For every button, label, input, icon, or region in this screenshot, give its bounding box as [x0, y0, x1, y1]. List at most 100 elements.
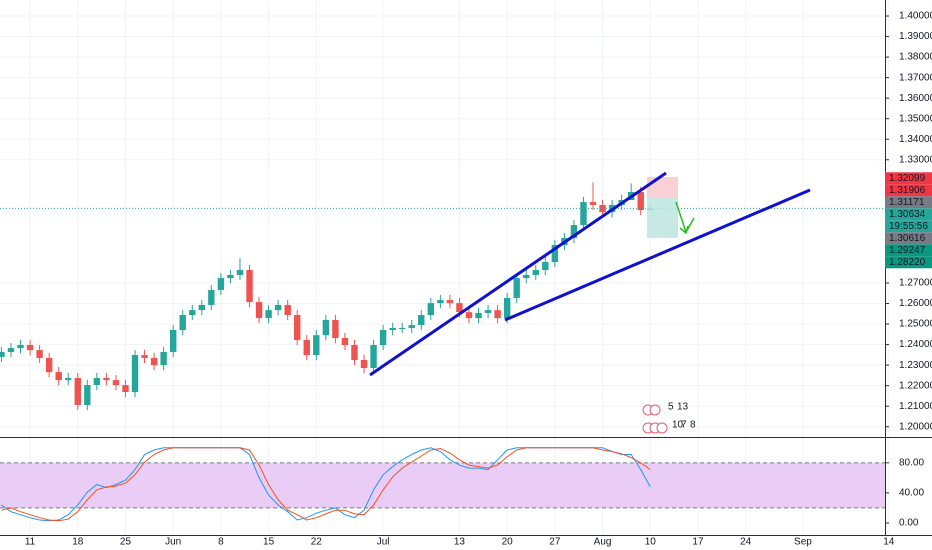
events: 5 13 107 8 — [642, 402, 696, 434]
y-tick-label: 1.34000 — [899, 134, 932, 145]
candle-body — [0, 351, 5, 357]
y-tick-label: 1.20000 — [899, 421, 932, 432]
candle-body — [456, 303, 463, 313]
candle-body — [112, 380, 120, 386]
candle-body — [532, 270, 539, 275]
drawings — [369, 171, 811, 377]
y-tick-label: 1.38000 — [899, 52, 932, 63]
candle-body — [198, 304, 206, 311]
candle-body — [84, 385, 91, 405]
candle-body — [36, 350, 43, 358]
price-tag-label: 1.29247 — [889, 245, 926, 256]
candle-body — [332, 319, 339, 339]
price-tag-label: 1.28220 — [889, 257, 926, 268]
oscillator-line — [1, 447, 651, 522]
candle-body — [246, 270, 253, 303]
y-tick-label: 1.33000 — [899, 154, 932, 165]
x-tick-label: 20 — [502, 537, 514, 548]
candle-body — [217, 278, 225, 290]
candle-body — [255, 302, 263, 319]
candle-body — [523, 274, 530, 279]
candle-body — [294, 315, 301, 341]
price-tag — [885, 172, 932, 185]
candle-body — [398, 327, 406, 329]
y-tick-label: 1.24000 — [899, 339, 932, 350]
candle-body — [418, 315, 425, 326]
candle-body — [437, 300, 444, 304]
event-label: 10 — [672, 420, 684, 431]
y-tick-label: 1.35000 — [899, 113, 932, 124]
x-tick-label: 27 — [549, 537, 561, 548]
x-tick-label: 24 — [740, 537, 752, 548]
price-tag-label: 1.30634 — [889, 209, 926, 220]
oscillator-pane — [0, 447, 885, 522]
price-tag — [885, 232, 932, 245]
y-tick-label: 1.21000 — [899, 401, 932, 412]
event-label: 7 — [681, 420, 687, 431]
candle-body — [513, 278, 520, 298]
price-tag — [885, 184, 932, 197]
price-tag — [885, 208, 932, 221]
candle-body — [379, 330, 387, 345]
candle-body — [484, 310, 492, 313]
event-icon — [656, 422, 668, 434]
candle-body — [389, 327, 396, 331]
candle-body — [227, 274, 234, 279]
y-tick-label: 1.26000 — [899, 298, 932, 309]
candle-body — [599, 204, 606, 213]
x-tick-label: 18 — [72, 537, 84, 548]
y-tick-label: 1.40000 — [899, 11, 932, 22]
event-label: 8 — [690, 420, 696, 431]
candle-body — [475, 312, 482, 319]
candle-body — [580, 202, 587, 226]
candle-body — [74, 378, 81, 405]
x-tick-label: 17 — [692, 537, 704, 548]
band — [0, 462, 885, 508]
x-tick-label: Aug — [594, 537, 612, 548]
candle-body — [570, 225, 578, 239]
candle-body — [303, 340, 310, 356]
x-tick-label: 11 — [25, 537, 36, 548]
candle-body — [408, 325, 415, 328]
trend-line — [369, 171, 667, 377]
candle-body — [551, 244, 559, 263]
candle-body — [370, 345, 377, 368]
candle-body — [265, 310, 272, 319]
candle-body — [503, 297, 511, 319]
candle-body — [351, 345, 358, 360]
candle-body — [65, 378, 72, 381]
event-label: 5 — [668, 402, 674, 413]
candle-body — [169, 330, 177, 352]
candle-body — [494, 310, 501, 319]
y-tick-label: 1.39000 — [899, 31, 932, 42]
x-tick-label: Jun — [165, 537, 181, 548]
price-tag-label: 1.31906 — [889, 185, 926, 196]
candle-body — [93, 378, 101, 386]
arrow — [675, 201, 695, 235]
candle-body — [360, 359, 368, 368]
x-tick-label: 22 — [311, 537, 323, 548]
candle-body — [322, 319, 330, 336]
candle-body — [17, 345, 24, 349]
price-tag-label: 1.32099 — [889, 173, 926, 184]
event-label: 13 — [677, 402, 689, 413]
y-tick-label: 0.00 — [899, 518, 919, 529]
candle-body — [274, 304, 282, 311]
y-tick-label: 40.00 — [899, 488, 924, 499]
y-tick-label: 1.23000 — [899, 360, 932, 371]
x-tick-label: Jul — [377, 537, 390, 548]
candle-body — [427, 303, 435, 316]
y-tick-label: 1.22000 — [899, 380, 932, 391]
axes: 11 18 25 Jun 8 15 22 Jul 13 20 27 Aug 10 17 24 Sep 14 1.4… — [25, 11, 932, 548]
x-tick-label: 15 — [263, 537, 275, 548]
x-tick-label: 25 — [120, 537, 132, 548]
candle-body — [103, 378, 110, 381]
candle-body — [45, 357, 53, 373]
price-tag — [885, 196, 932, 209]
candle-body — [637, 192, 644, 211]
x-tick-label: 8 — [218, 537, 224, 548]
price-tag — [885, 244, 932, 257]
candle-body — [131, 355, 139, 393]
